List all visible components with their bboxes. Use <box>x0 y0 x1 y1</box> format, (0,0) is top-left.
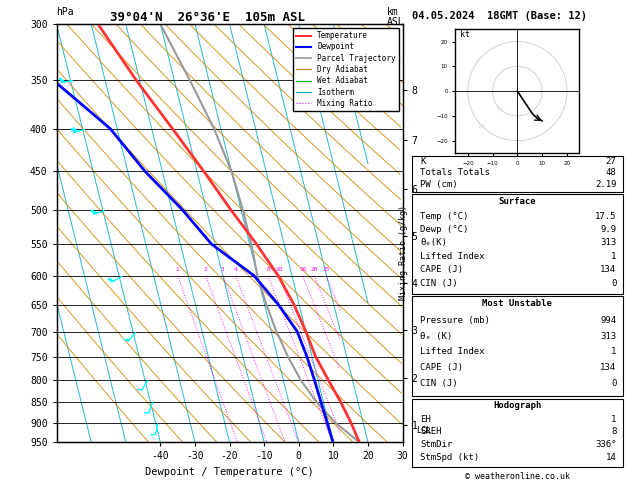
Text: 1: 1 <box>611 252 616 261</box>
Text: 48: 48 <box>606 169 616 177</box>
Text: 0: 0 <box>611 278 616 288</box>
Text: km: km <box>387 7 399 17</box>
Text: CIN (J): CIN (J) <box>420 379 458 387</box>
Text: 9.9: 9.9 <box>600 225 616 234</box>
Legend: Temperature, Dewpoint, Parcel Trajectory, Dry Adiabat, Wet Adiabat, Isotherm, Mi: Temperature, Dewpoint, Parcel Trajectory… <box>292 28 399 111</box>
Text: 994: 994 <box>600 316 616 326</box>
Text: 3: 3 <box>221 267 225 272</box>
Text: K: K <box>420 157 426 166</box>
Text: StmDir: StmDir <box>420 440 453 449</box>
Text: 16: 16 <box>299 267 306 272</box>
Text: 1: 1 <box>611 347 616 356</box>
Text: 20: 20 <box>311 267 318 272</box>
Text: SREH: SREH <box>420 427 442 436</box>
Text: Lifted Index: Lifted Index <box>420 252 485 261</box>
X-axis label: Dewpoint / Temperature (°C): Dewpoint / Temperature (°C) <box>145 467 314 477</box>
Text: 134: 134 <box>600 265 616 274</box>
Text: 1: 1 <box>175 267 179 272</box>
Text: Lifted Index: Lifted Index <box>420 347 485 356</box>
Text: LCL: LCL <box>416 426 431 435</box>
Text: Totals Totals: Totals Totals <box>420 169 490 177</box>
Text: 4: 4 <box>234 267 238 272</box>
Text: ASL: ASL <box>387 17 404 27</box>
Text: EH: EH <box>420 415 431 424</box>
Text: 0: 0 <box>611 379 616 387</box>
Text: PW (cm): PW (cm) <box>420 180 458 189</box>
Text: CAPE (J): CAPE (J) <box>420 265 464 274</box>
Text: Pressure (mb): Pressure (mb) <box>420 316 490 326</box>
Text: Mixing Ratio (g/kg): Mixing Ratio (g/kg) <box>399 205 408 300</box>
Text: 25: 25 <box>323 267 330 272</box>
Text: 39°04'N  26°36'E  105m ASL: 39°04'N 26°36'E 105m ASL <box>110 11 305 24</box>
Text: Temp (°C): Temp (°C) <box>420 212 469 221</box>
Text: 8: 8 <box>611 427 616 436</box>
Text: 134: 134 <box>600 363 616 372</box>
Text: 2.19: 2.19 <box>595 180 616 189</box>
Text: StmSpd (kt): StmSpd (kt) <box>420 452 479 462</box>
Text: 8: 8 <box>266 267 270 272</box>
Text: 20: 20 <box>477 124 486 129</box>
Text: Hodograph: Hodograph <box>493 400 542 410</box>
Text: hPa: hPa <box>57 7 74 17</box>
Text: 1: 1 <box>611 415 616 424</box>
Text: 14: 14 <box>606 452 616 462</box>
Text: 04.05.2024  18GMT (Base: 12): 04.05.2024 18GMT (Base: 12) <box>412 11 587 21</box>
Text: 2: 2 <box>204 267 208 272</box>
Text: 336°: 336° <box>595 440 616 449</box>
Text: Surface: Surface <box>499 197 536 207</box>
Text: 10: 10 <box>275 267 282 272</box>
Text: Most Unstable: Most Unstable <box>482 299 552 309</box>
Text: CAPE (J): CAPE (J) <box>420 363 464 372</box>
Text: kt: kt <box>460 30 470 38</box>
Text: 27: 27 <box>606 157 616 166</box>
Text: 313: 313 <box>600 239 616 247</box>
Text: Dewp (°C): Dewp (°C) <box>420 225 469 234</box>
Text: © weatheronline.co.uk: © weatheronline.co.uk <box>465 472 569 481</box>
Text: 313: 313 <box>600 332 616 341</box>
Text: CIN (J): CIN (J) <box>420 278 458 288</box>
Text: θₑ(K): θₑ(K) <box>420 239 447 247</box>
Text: θₑ (K): θₑ (K) <box>420 332 453 341</box>
Text: 10: 10 <box>496 106 503 111</box>
Text: 17.5: 17.5 <box>595 212 616 221</box>
